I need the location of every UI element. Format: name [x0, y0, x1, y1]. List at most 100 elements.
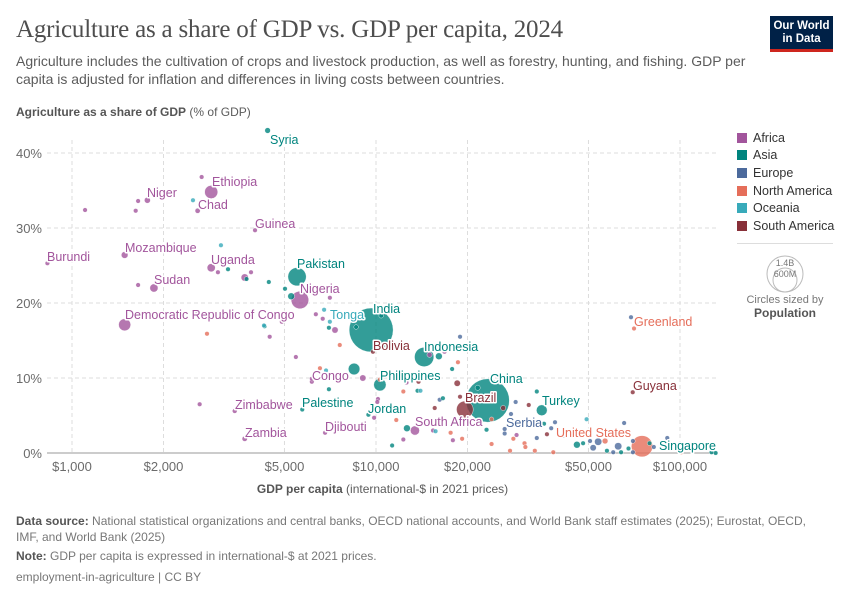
data-point[interactable] — [651, 444, 657, 450]
data-point-sudan[interactable] — [149, 283, 159, 293]
data-point[interactable] — [417, 388, 423, 394]
data-point[interactable] — [550, 449, 556, 455]
data-point[interactable] — [573, 441, 581, 449]
data-point[interactable] — [331, 326, 339, 334]
legend-item-asia[interactable]: Asia — [737, 147, 834, 165]
data-point[interactable] — [323, 368, 329, 374]
data-point-uganda[interactable] — [206, 263, 216, 273]
data-point-palestine[interactable] — [299, 407, 305, 413]
data-point[interactable] — [135, 198, 141, 204]
data-point-greenland[interactable] — [631, 326, 637, 332]
data-point[interactable] — [197, 401, 203, 407]
data-point[interactable] — [502, 426, 508, 432]
data-point[interactable] — [337, 342, 343, 348]
data-point[interactable] — [508, 411, 514, 417]
slug-license[interactable]: employment-in-agriculture | CC BY — [16, 570, 202, 584]
data-point[interactable] — [326, 325, 332, 331]
data-point[interactable] — [664, 435, 670, 441]
data-point[interactable] — [589, 444, 597, 452]
data-point[interactable] — [204, 331, 210, 337]
data-point[interactable] — [602, 437, 609, 445]
data-point[interactable] — [544, 431, 550, 437]
data-point[interactable] — [266, 279, 272, 285]
owid-logo[interactable]: Our World in Data — [770, 16, 833, 52]
data-point[interactable] — [450, 437, 456, 443]
data-point-guyana[interactable] — [630, 389, 636, 395]
data-point[interactable] — [621, 420, 627, 426]
data-point[interactable] — [435, 352, 443, 360]
data-point[interactable] — [389, 443, 395, 449]
data-point[interactable] — [484, 427, 490, 433]
data-point[interactable] — [457, 334, 463, 340]
data-point[interactable] — [510, 436, 516, 442]
legend-item-north-america[interactable]: North America — [737, 182, 834, 200]
data-point[interactable] — [135, 282, 141, 288]
data-point[interactable] — [215, 269, 221, 275]
data-point[interactable] — [489, 441, 495, 447]
data-point-democratic-republic-of-congo[interactable] — [118, 318, 131, 332]
data-point[interactable] — [287, 292, 295, 300]
data-point-chad[interactable] — [194, 207, 201, 214]
data-point[interactable] — [218, 242, 224, 248]
data-point[interactable] — [532, 448, 538, 454]
data-point[interactable] — [261, 323, 267, 329]
data-point[interactable] — [459, 436, 465, 442]
data-point[interactable] — [432, 405, 438, 411]
data-point[interactable] — [618, 449, 624, 455]
data-point[interactable] — [614, 442, 623, 451]
data-point[interactable] — [279, 319, 285, 325]
data-point-mozambique[interactable] — [121, 251, 129, 259]
data-point[interactable] — [353, 324, 359, 330]
legend-item-europe[interactable]: Europe — [737, 164, 834, 182]
data-point[interactable] — [625, 446, 631, 452]
data-point[interactable] — [374, 399, 380, 405]
data-point[interactable] — [317, 365, 323, 371]
data-point[interactable] — [548, 425, 554, 431]
data-point[interactable] — [647, 440, 653, 446]
data-point[interactable] — [513, 399, 519, 405]
data-point[interactable] — [400, 389, 406, 395]
data-point[interactable] — [610, 449, 616, 455]
legend-item-africa[interactable]: Africa — [737, 129, 834, 147]
data-point[interactable] — [192, 309, 198, 315]
data-point[interactable] — [267, 334, 273, 340]
data-point[interactable] — [348, 363, 361, 375]
data-point[interactable] — [560, 433, 566, 439]
data-point[interactable] — [534, 435, 540, 441]
data-point[interactable] — [359, 374, 367, 382]
data-point[interactable] — [580, 440, 586, 446]
data-point-zambia[interactable] — [241, 435, 248, 442]
data-point[interactable] — [400, 437, 406, 443]
data-point[interactable] — [133, 208, 139, 214]
data-point[interactable] — [526, 402, 532, 408]
data-point-turkey[interactable] — [536, 404, 548, 416]
data-point[interactable] — [393, 417, 399, 423]
data-point[interactable] — [457, 394, 463, 400]
data-point[interactable] — [455, 359, 461, 365]
data-point[interactable] — [225, 266, 231, 272]
data-point[interactable] — [371, 415, 377, 421]
data-point[interactable] — [282, 286, 288, 292]
data-point[interactable] — [293, 354, 299, 360]
data-point[interactable] — [327, 319, 333, 325]
data-point-zimbabwe[interactable] — [232, 408, 238, 414]
data-point-ethiopia[interactable] — [204, 185, 218, 199]
data-point[interactable] — [403, 424, 411, 432]
data-point[interactable] — [248, 269, 254, 275]
data-point[interactable] — [426, 351, 433, 358]
data-point-pakistan[interactable] — [287, 267, 307, 287]
data-point[interactable] — [628, 314, 634, 320]
data-point[interactable] — [449, 366, 455, 372]
data-point[interactable] — [378, 313, 384, 319]
data-point[interactable] — [453, 379, 461, 387]
data-point[interactable] — [190, 197, 196, 203]
data-point[interactable] — [377, 377, 383, 383]
data-point[interactable] — [587, 438, 593, 444]
data-point[interactable] — [500, 405, 506, 411]
data-point[interactable] — [244, 276, 250, 282]
data-point[interactable] — [326, 386, 332, 392]
data-point[interactable] — [630, 449, 636, 455]
data-point-guinea[interactable] — [252, 227, 258, 233]
data-point[interactable] — [441, 349, 447, 355]
data-point[interactable] — [630, 438, 636, 444]
